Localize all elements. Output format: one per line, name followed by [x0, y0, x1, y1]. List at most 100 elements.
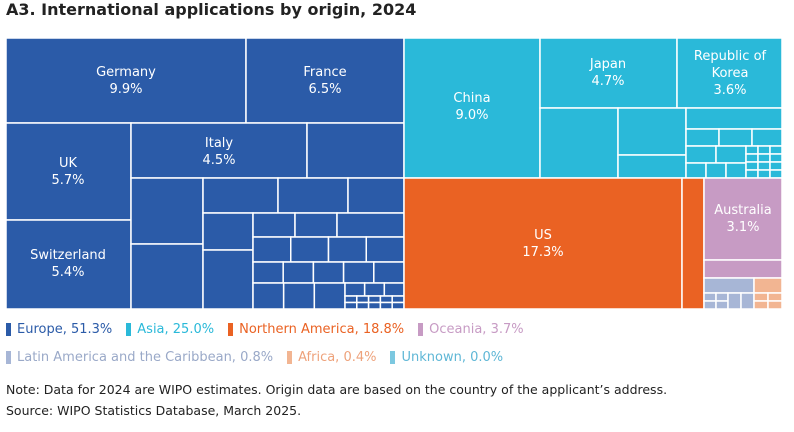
- tile-europe-other: [344, 301, 358, 310]
- tile-republic-of-korea-label: Republic of: [694, 49, 767, 64]
- legend-label: Asia, 25.0%: [137, 322, 215, 337]
- tile-europe-other: [356, 295, 370, 304]
- tile-asia-other: [757, 169, 771, 179]
- legend-swatch: [6, 323, 11, 336]
- tile-europe-other: [391, 295, 405, 304]
- tile-latam: [703, 277, 755, 294]
- tile-switzerland-label: 5.4%: [51, 265, 84, 280]
- tile-asia-other: [769, 153, 783, 163]
- tile-australia-label: Australia: [714, 203, 772, 218]
- tile-uk-label: 5.7%: [51, 173, 84, 188]
- tile-europe-other: [367, 295, 382, 304]
- tile-asia-other: [745, 145, 759, 155]
- legend-label: Unknown, 0.0%: [401, 350, 504, 365]
- tile-asia-other: [745, 169, 759, 179]
- tile-europe-other: [130, 243, 204, 310]
- tile-africa: [753, 277, 783, 294]
- tile-asia-other: [617, 107, 687, 156]
- tile-japan-label: 4.7%: [591, 74, 624, 89]
- tile-europe-other: [202, 249, 254, 310]
- tile-latam: [703, 300, 717, 310]
- legend-item: Oceania, 3.7%: [418, 322, 524, 337]
- legend-label: Latin America and the Caribbean, 0.8%: [17, 350, 274, 365]
- legend-item: Northern America, 18.8%: [228, 322, 404, 337]
- legend-row-2: Latin America and the Caribbean, 0.8% Afr…: [6, 350, 517, 365]
- tile-australia-label: 3.1%: [726, 220, 759, 235]
- tile-asia-other: [757, 161, 771, 171]
- tile-asia-other: [539, 107, 619, 179]
- tile-europe-other: [344, 295, 358, 304]
- tile-latam: [703, 292, 717, 302]
- tile-europe-other: [202, 212, 254, 251]
- tile-italy-label: Italy: [205, 136, 234, 151]
- tile-europe-other: [383, 282, 405, 297]
- tile-asia-other: [769, 145, 783, 155]
- tile-europe-other: [327, 236, 367, 263]
- tile-uk: [5, 122, 132, 221]
- tile-uk-label: UK: [59, 156, 78, 171]
- tile-latam: [727, 292, 742, 310]
- tile-europe-other: [336, 212, 405, 238]
- tile-europe-other: [363, 282, 386, 297]
- legend-swatch: [126, 323, 132, 336]
- legend-item: Unknown, 0.0%: [390, 350, 503, 365]
- legend-label: Northern America, 18.8%: [239, 322, 405, 337]
- tile-oceania-other: [703, 259, 783, 279]
- tile-us: [403, 177, 683, 310]
- tile-europe-other: [282, 261, 315, 284]
- legend-label: Europe, 51.3%: [17, 322, 113, 337]
- tile-europe-other: [365, 236, 405, 263]
- tile-italy-label: 4.5%: [202, 153, 235, 168]
- legend-item: Latin America and the Caribbean, 0.8%: [6, 350, 273, 365]
- legend-row-1: Europe, 51.3% Asia, 25.0% Northern America…: [6, 322, 538, 337]
- tile-france-label: 6.5%: [308, 82, 341, 97]
- legend-swatch: [390, 351, 396, 364]
- tile-europe-other: [313, 282, 346, 310]
- tile-asia-other: [685, 145, 717, 164]
- chart-title: A3. International applications by origin…: [6, 0, 417, 19]
- tile-us-label: 17.3%: [522, 245, 563, 260]
- tile-switzerland-label: Switzerland: [30, 248, 106, 263]
- tile-europe-other: [379, 295, 393, 304]
- tile-europe-other: [294, 212, 338, 238]
- tile-australia: [703, 177, 783, 261]
- tile-europe-other: [312, 261, 345, 284]
- tile-africa: [767, 300, 783, 310]
- tile-europe-other: [282, 282, 316, 310]
- tile-china-label: China: [453, 91, 490, 106]
- tile-asia-other: [685, 107, 783, 130]
- tile-canada: [681, 177, 705, 310]
- source-text: Source: WIPO Statistics Database, March …: [6, 403, 302, 418]
- tile-europe-other: [367, 301, 382, 310]
- tile-europe-other: [391, 301, 405, 310]
- tile-europe-other: [306, 122, 405, 179]
- tile-asia-other: [617, 154, 687, 179]
- tile-france: [245, 37, 405, 124]
- tile-germany-label: Germany: [96, 65, 156, 80]
- tile-latam: [740, 292, 755, 310]
- legend-swatch: [418, 323, 424, 336]
- tile-europe-other: [344, 282, 366, 297]
- note-text: Note: Data for 2024 are WIPO estimates. …: [6, 382, 668, 397]
- tile-asia-other: [718, 128, 753, 147]
- tile-asia-other: [685, 128, 720, 147]
- tile-asia-other: [715, 145, 747, 164]
- legend-label: Oceania, 3.7%: [429, 322, 524, 337]
- tile-europe-other: [252, 236, 292, 263]
- tile-asia-other: [705, 162, 727, 179]
- tile-germany-label: 9.9%: [109, 82, 142, 97]
- legend-item: Europe, 51.3%: [6, 322, 112, 337]
- legend-swatch: [228, 323, 234, 336]
- tile-europe-other: [252, 261, 284, 284]
- tile-republic-of-korea-label: Korea: [712, 66, 749, 81]
- tile-europe-other: [290, 236, 330, 263]
- tile-japan-label: Japan: [589, 57, 626, 72]
- tile-asia-other: [769, 161, 783, 171]
- tile-asia-other: [745, 161, 759, 171]
- legend-item: Asia, 25.0%: [126, 322, 214, 337]
- tile-asia-other: [685, 162, 707, 179]
- tile-europe-other: [277, 177, 349, 214]
- tile-france-label: France: [303, 65, 346, 80]
- tile-europe-other: [342, 261, 375, 284]
- tile-europe-other: [252, 212, 296, 238]
